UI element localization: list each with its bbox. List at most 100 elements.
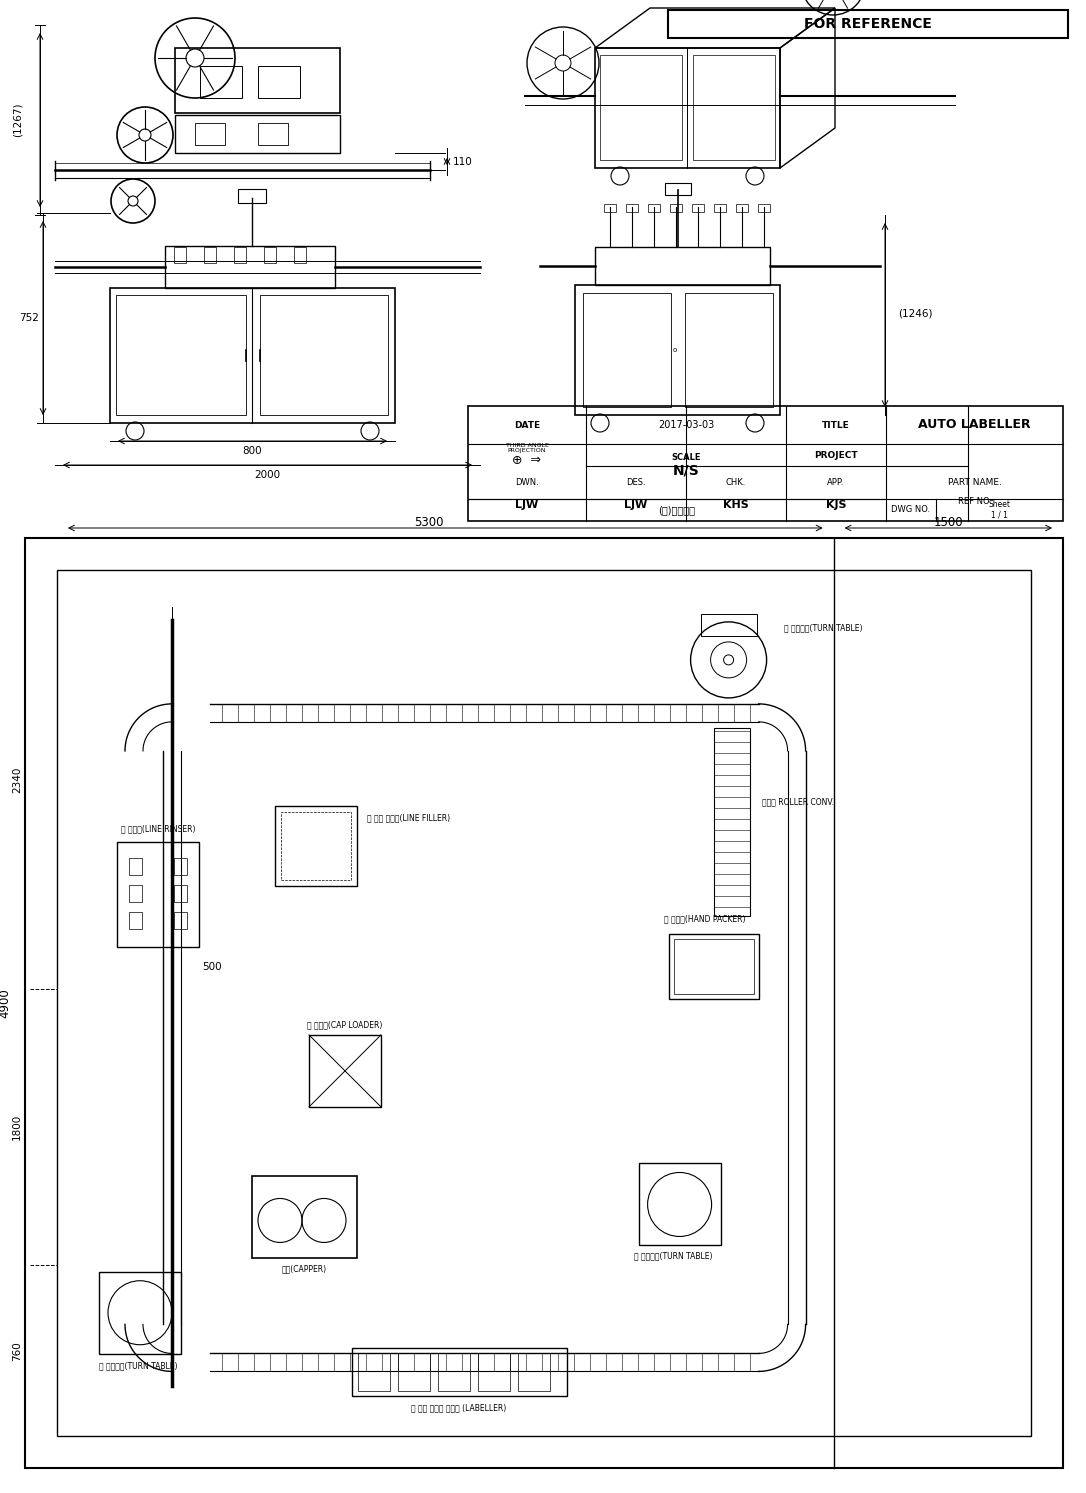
- Text: o: o: [673, 346, 678, 352]
- Text: DATE: DATE: [514, 421, 540, 430]
- Bar: [258, 66, 300, 99]
- Bar: [195, 122, 225, 145]
- Bar: [468, 406, 1063, 521]
- Bar: [238, 190, 266, 203]
- Text: 1500: 1500: [934, 515, 963, 529]
- Bar: [275, 806, 357, 885]
- Text: 구구롤 ROLLER CONV.: 구구롤 ROLLER CONV.: [761, 797, 834, 806]
- Text: 2000: 2000: [254, 470, 280, 481]
- Bar: [260, 296, 388, 415]
- Text: (1267): (1267): [13, 103, 23, 137]
- Bar: [117, 842, 199, 947]
- Text: AUTO LABELLER: AUTO LABELLER: [918, 418, 1031, 431]
- Text: KHS: KHS: [723, 500, 749, 511]
- Text: 캡 공급기(CAP LOADER): 캡 공급기(CAP LOADER): [307, 1020, 382, 1029]
- Text: 1800: 1800: [12, 1114, 22, 1141]
- Bar: [639, 1163, 721, 1245]
- Bar: [294, 246, 306, 263]
- Text: 캐퍼(CAPPER): 캐퍼(CAPPER): [281, 1265, 327, 1274]
- Text: N/S: N/S: [672, 464, 699, 478]
- Text: SCALE: SCALE: [671, 452, 700, 461]
- Bar: [648, 205, 660, 212]
- Bar: [165, 246, 334, 288]
- Text: ⊕  ⇒: ⊕ ⇒: [513, 454, 542, 467]
- Text: REF NO.: REF NO.: [958, 497, 992, 506]
- Bar: [174, 857, 187, 875]
- Text: DWG NO.: DWG NO.: [892, 506, 931, 515]
- Bar: [175, 115, 340, 152]
- Bar: [438, 1353, 470, 1391]
- Bar: [693, 55, 775, 160]
- Bar: [116, 296, 247, 415]
- Bar: [175, 48, 340, 113]
- Bar: [99, 1272, 181, 1354]
- Bar: [258, 122, 288, 145]
- Bar: [174, 912, 187, 929]
- Bar: [599, 55, 682, 160]
- Bar: [665, 184, 691, 196]
- Text: 2340: 2340: [12, 766, 22, 793]
- Text: 병 포장기(HAND PACKER): 병 포장기(HAND PACKER): [664, 914, 745, 923]
- Text: 5300: 5300: [415, 515, 444, 529]
- Bar: [626, 205, 637, 212]
- Bar: [352, 1348, 567, 1396]
- Bar: [595, 246, 770, 285]
- Bar: [200, 66, 242, 99]
- Text: (1246): (1246): [898, 308, 932, 318]
- Bar: [264, 246, 276, 263]
- Bar: [518, 1353, 550, 1391]
- Text: 병 세척기(LINE RINSER): 병 세척기(LINE RINSER): [121, 824, 195, 833]
- Text: APP.: APP.: [828, 478, 845, 487]
- Text: 병 제품 스티커 부착기 (LABELLER): 병 제품 스티커 부착기 (LABELLER): [412, 1403, 507, 1412]
- Bar: [478, 1353, 510, 1391]
- Bar: [736, 205, 748, 212]
- Text: 760: 760: [12, 1341, 22, 1360]
- Bar: [583, 293, 671, 408]
- Bar: [252, 1176, 357, 1259]
- Bar: [669, 933, 759, 999]
- Bar: [174, 885, 187, 902]
- Bar: [358, 1353, 390, 1391]
- Text: KJS: KJS: [825, 500, 846, 511]
- Bar: [233, 246, 247, 263]
- Bar: [110, 288, 395, 423]
- Text: CHK.: CHK.: [725, 478, 746, 487]
- Bar: [281, 812, 351, 879]
- Text: 800: 800: [242, 446, 262, 455]
- Text: (주)산호기계: (주)산호기계: [658, 505, 695, 515]
- Text: THIRD ANGLE
PROJECTION: THIRD ANGLE PROJECTION: [506, 442, 548, 454]
- Bar: [758, 205, 770, 212]
- Bar: [129, 857, 142, 875]
- Text: DES.: DES.: [627, 478, 646, 487]
- Bar: [397, 1353, 430, 1391]
- Bar: [574, 285, 780, 415]
- Bar: [25, 537, 1063, 1468]
- Text: TITLE: TITLE: [822, 421, 850, 430]
- Bar: [129, 885, 142, 902]
- Text: 병 턴테이블(TURN TABLE): 병 턴테이블(TURN TABLE): [784, 624, 862, 633]
- Text: 500: 500: [202, 961, 222, 972]
- Bar: [310, 1035, 381, 1106]
- Bar: [204, 246, 216, 263]
- Bar: [700, 614, 757, 636]
- Bar: [670, 205, 682, 212]
- Bar: [673, 939, 754, 994]
- Text: LJW: LJW: [516, 500, 539, 511]
- Text: 752: 752: [20, 314, 39, 322]
- Bar: [692, 205, 704, 212]
- Text: FOR REFERENCE: FOR REFERENCE: [804, 16, 932, 31]
- Text: LJW: LJW: [624, 500, 647, 511]
- Text: PROJECT: PROJECT: [814, 451, 858, 460]
- Bar: [714, 205, 727, 212]
- Bar: [595, 48, 780, 169]
- Bar: [714, 729, 749, 917]
- Text: 롤 턴테이블(TURN TABLE): 롤 턴테이블(TURN TABLE): [633, 1251, 712, 1260]
- Text: 병 충류 충전기(LINE FILLER): 병 충류 충전기(LINE FILLER): [367, 814, 450, 823]
- Text: PART NAME.: PART NAME.: [948, 478, 1001, 487]
- Text: 4900: 4900: [0, 988, 12, 1018]
- Text: 110: 110: [453, 157, 472, 167]
- Bar: [685, 293, 773, 408]
- Bar: [604, 205, 616, 212]
- Bar: [56, 570, 1031, 1436]
- Bar: [174, 246, 186, 263]
